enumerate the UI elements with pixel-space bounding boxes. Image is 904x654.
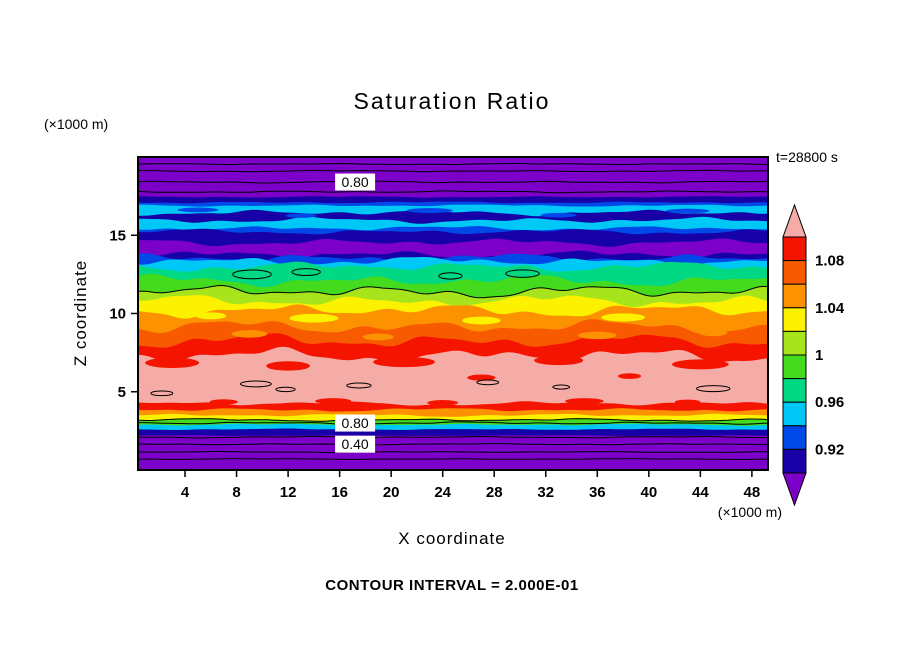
x-tick-label: 28 (486, 484, 503, 501)
y-tick-label: 5 (118, 384, 126, 401)
colorbar-label: 0.96 (815, 394, 844, 411)
blob-red (373, 356, 435, 368)
colorbar-segment-orange (782, 283, 807, 309)
y-axis-unit-label: (×1000 m) (44, 116, 109, 132)
colorbar-segment-navy (782, 448, 807, 474)
contour-field: 0.80 0.80 0.40 (138, 157, 768, 470)
blob-orange (699, 329, 728, 337)
y-axis-label: Z coordinate (71, 259, 90, 367)
blob-red (674, 399, 701, 405)
contour-label-box (335, 435, 376, 453)
y-tick-label: 10 (109, 306, 126, 323)
blob-salmon (346, 382, 372, 389)
colorbar-arrow-bottom (782, 472, 807, 507)
x-tick-label: 40 (640, 484, 657, 501)
contour-interval-label: CONTOUR INTERVAL = 2.000E-01 (325, 577, 579, 594)
x-tick-label: 8 (232, 484, 240, 501)
contour-line (138, 169, 768, 173)
contour-line (138, 458, 768, 460)
contour-line (138, 284, 768, 299)
blob-red (209, 399, 238, 405)
colorbar-label: 0.92 (815, 441, 844, 458)
contour-line (138, 418, 768, 422)
colorbar-segment-blue (782, 425, 807, 450)
blob-red (565, 398, 604, 405)
blob-blue (665, 208, 710, 214)
blob-red (315, 398, 352, 405)
blob-spring (438, 272, 463, 280)
x-tick-label: 32 (537, 484, 554, 501)
x-tick-label: 44 (692, 484, 709, 501)
blob-salmon (239, 380, 272, 388)
blob-yellow (462, 316, 501, 325)
blob-salmon (275, 386, 296, 393)
x-tick-label: 4 (181, 484, 190, 501)
contour-line (138, 421, 768, 425)
colorbar-label: 1.04 (815, 300, 845, 317)
blob-blue (285, 213, 317, 218)
contour-label: 0.80 (341, 415, 368, 431)
blob-yellow (289, 313, 339, 323)
colorbar-segment-cyan (782, 401, 807, 427)
x-tick-label: 20 (383, 484, 400, 501)
contour-line (138, 162, 768, 165)
contour-label-box (335, 173, 376, 191)
overlay-band-navy (138, 209, 768, 224)
blob-salmon (150, 390, 174, 397)
colorbar-segment-orangered (782, 260, 807, 285)
contour-label-box (335, 414, 376, 432)
blob-red (145, 357, 200, 368)
contour-line (138, 451, 768, 453)
blob-spring (505, 269, 540, 278)
blob-orange (362, 333, 394, 341)
colorbar-label: 1.08 (815, 253, 844, 270)
blob-salmon (476, 379, 500, 386)
colorbar-label: 1 (815, 347, 823, 364)
colorbar-segment-green (782, 354, 807, 380)
blob-blue (406, 208, 453, 214)
blob-spring (291, 268, 321, 276)
chart-title: Saturation Ratio (353, 88, 551, 114)
blob-spring (232, 269, 272, 280)
x-tick-label: 36 (589, 484, 606, 501)
blob-blue (177, 207, 219, 213)
contour-line (138, 436, 768, 439)
colorbar-arrow-top (782, 203, 807, 238)
contour-line (138, 443, 768, 446)
blob-red (427, 400, 459, 406)
contour-line (138, 190, 768, 194)
contour-label: 0.40 (341, 436, 368, 452)
contour-label: 0.80 (341, 174, 368, 190)
blob-orange (577, 331, 617, 340)
colorbar-segment-red (782, 236, 807, 262)
x-tick-label: 48 (744, 484, 761, 501)
colorbar-segment-spring (782, 378, 807, 403)
time-label: t=28800 s (776, 149, 838, 165)
colorbar-segment-ygreen (782, 330, 807, 356)
blob-red (672, 359, 729, 370)
x-tick-label: 16 (331, 484, 348, 501)
blob-blue (540, 212, 577, 218)
x-tick-label: 12 (280, 484, 297, 501)
blob-salmon (695, 385, 731, 393)
blob-red (467, 374, 496, 381)
blob-red (534, 355, 584, 366)
contour-line (138, 180, 768, 184)
y-tick-label: 15 (109, 227, 126, 244)
x-axis-label: X coordinate (398, 529, 506, 548)
blob-yellow (601, 313, 645, 322)
blob-red (266, 361, 310, 371)
blob-orange (231, 330, 268, 338)
colorbar-segment-yellow (782, 307, 807, 332)
x-tick-label: 24 (434, 484, 451, 501)
blob-salmon (552, 384, 571, 390)
blob-red (617, 373, 642, 379)
blob-yellow (195, 312, 227, 320)
x-axis-unit-label: (×1000 m) (717, 504, 782, 520)
